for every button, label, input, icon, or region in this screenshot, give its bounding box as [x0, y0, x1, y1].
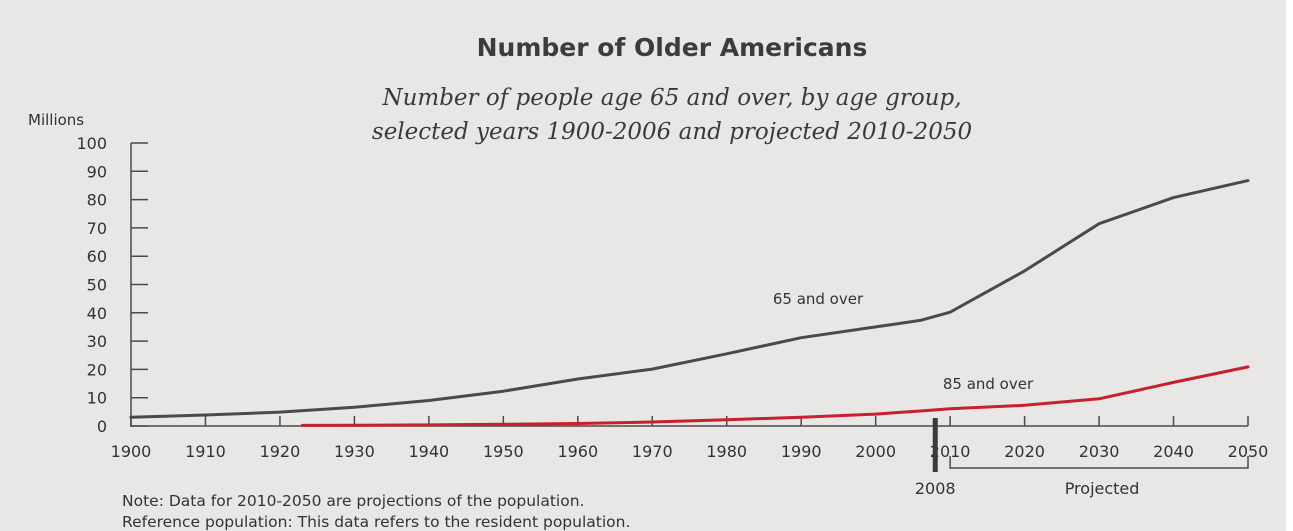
x-tick-label: 1910	[185, 442, 226, 461]
x-tick-label: 1950	[483, 442, 524, 461]
y-tick-label: 100	[76, 134, 107, 153]
projected-bracket	[949, 456, 1249, 469]
x-tick-label: 2020	[1004, 442, 1045, 461]
chart-title: Number of Older Americans	[477, 33, 868, 62]
x-tick-label: 2040	[1153, 442, 1194, 461]
y-tick-label: 50	[87, 276, 107, 295]
projection-annotations: 2008 Projected	[915, 418, 1249, 498]
x-tick-label: 1980	[706, 442, 747, 461]
x-tick-label: 1990	[781, 442, 822, 461]
note-line-1: Note: Data for 2010-2050 are projections…	[122, 492, 584, 510]
y-tick-label: 80	[87, 191, 107, 210]
year-marker-label: 2008	[915, 479, 956, 498]
projected-label: Projected	[1065, 479, 1140, 498]
chart-subtitle-line-2: selected years 1900-2006 and projected 2…	[372, 119, 972, 145]
x-tick-label: 1920	[260, 442, 301, 461]
x-tick-label: 1930	[334, 442, 375, 461]
x-tick-label: 2010	[930, 442, 971, 461]
y-tick-label: 30	[87, 332, 107, 351]
x-tick-label: 1970	[632, 442, 673, 461]
y-tick-label: 70	[87, 219, 107, 238]
y-tick-label: 0	[97, 417, 107, 436]
series-label-65-and-over: 65 and over	[773, 290, 864, 308]
chart-subtitle-line-1: Number of people age 65 and over, by age…	[381, 85, 961, 111]
series-lines	[129, 179, 1250, 427]
series-line-1	[300, 365, 1250, 427]
y-tick-label: 90	[87, 162, 107, 181]
y-tick-label: 20	[87, 360, 107, 379]
x-tick-label: 1900	[111, 442, 152, 461]
y-axis-unit-label: Millions	[28, 111, 84, 129]
x-tick-label: 1940	[409, 442, 450, 461]
y-tick-label: 60	[87, 247, 107, 266]
y-tick-label: 40	[87, 304, 107, 323]
x-tick-label: 2000	[855, 442, 896, 461]
note-line-2: Reference population: This data refers t…	[122, 513, 630, 531]
x-tick-label: 2030	[1079, 442, 1120, 461]
y-tick-label: 10	[87, 389, 107, 408]
series-label-85-and-over: 85 and over	[943, 375, 1034, 393]
x-tick-label: 1960	[557, 442, 598, 461]
x-tick-label: 2050	[1228, 442, 1269, 461]
series-line-0	[129, 179, 1250, 419]
